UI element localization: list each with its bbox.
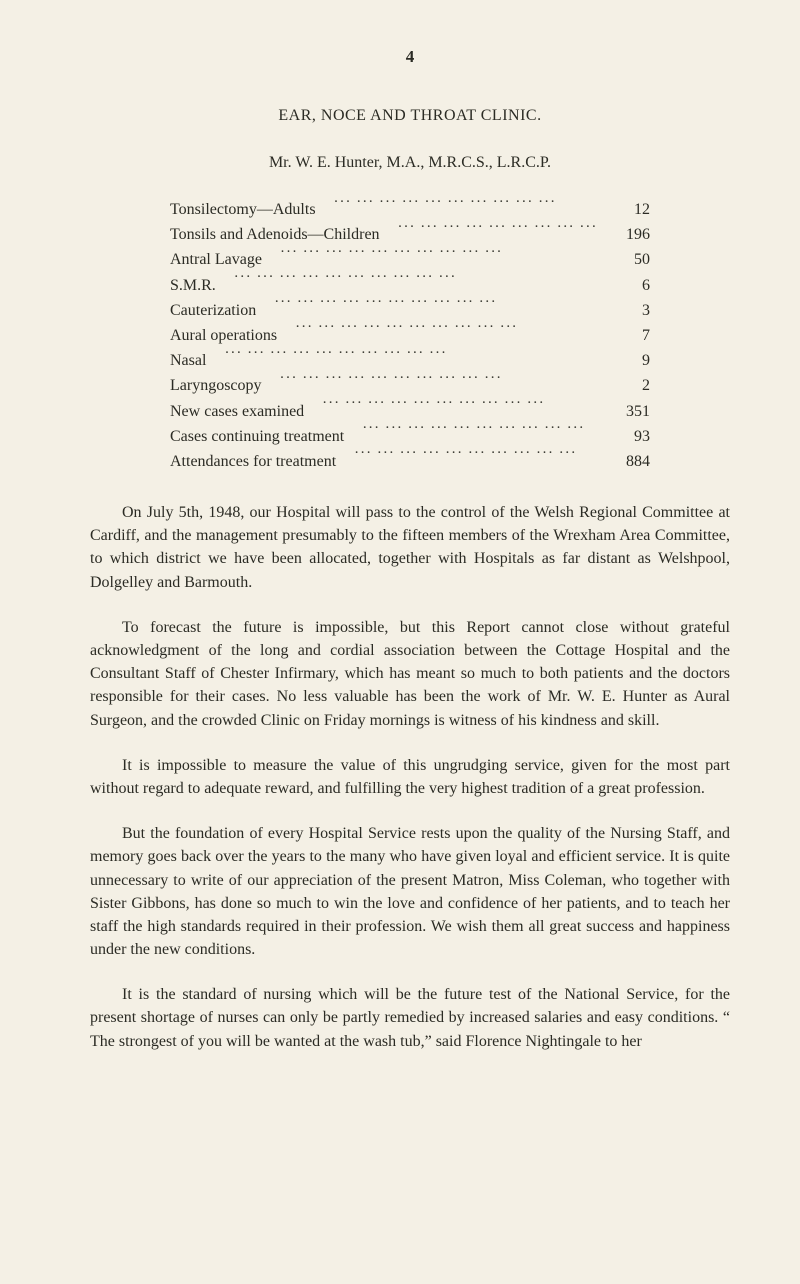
stat-value: 7 [602,324,650,347]
stat-label: Cases continuing treatment [170,425,344,448]
body-paragraph: It is impossible to measure the value of… [90,754,730,800]
table-row: Cases continuing treatment 93 [170,425,650,448]
author-subtitle: Mr. W. E. Hunter, M.A., M.R.C.S., L.R.C.… [90,151,730,174]
dot-leader [256,299,602,315]
dot-leader [262,374,602,390]
stat-value: 2 [602,374,650,397]
table-row: Tonsilectomy—Adults 12 [170,198,650,221]
stat-label: Nasal [170,349,206,372]
table-row: Tonsils and Adenoids—Children 196 [170,223,650,246]
dot-leader [216,274,602,290]
stat-value: 196 [602,223,650,246]
stat-label: Antral Lavage [170,248,262,271]
body-paragraph: To forecast the future is impossible, bu… [90,616,730,732]
stat-label: Tonsilectomy—Adults [170,198,316,221]
table-row: Cauterization 3 [170,299,650,322]
dot-leader [304,400,602,416]
dot-leader [206,349,602,365]
stat-label: Laryngoscopy [170,374,262,397]
stat-value: 351 [602,400,650,423]
stat-label: Cauterization [170,299,256,322]
table-row: Laryngoscopy 2 [170,374,650,397]
dot-leader [277,324,602,340]
stat-value: 9 [602,349,650,372]
stat-label: S.M.R. [170,274,216,297]
page: 4 EAR, NOCE AND THROAT CLINIC. Mr. W. E.… [0,0,800,1284]
dot-leader [344,425,602,441]
table-row: New cases examined 351 [170,400,650,423]
stat-value: 50 [602,248,650,271]
stat-label: Tonsils and Adenoids—Children [170,223,380,246]
stat-label: New cases examined [170,400,304,423]
dot-leader [336,450,602,466]
table-row: Nasal 9 [170,349,650,372]
stat-value: 6 [602,274,650,297]
table-row: Attendances for treatment 884 [170,450,650,473]
stat-label: Aural operations [170,324,277,347]
stat-value: 3 [602,299,650,322]
table-row: Aural operations 7 [170,324,650,347]
section-title: EAR, NOCE AND THROAT CLINIC. [90,104,730,127]
table-row: S.M.R. 6 [170,274,650,297]
dot-leader [316,198,602,214]
dot-leader [380,223,602,239]
stat-value: 884 [602,450,650,473]
body-paragraph: But the foundation of every Hospital Ser… [90,822,730,961]
dot-leader [262,248,602,264]
body-paragraph: It is the standard of nursing which will… [90,983,730,1053]
stat-value: 12 [602,198,650,221]
stat-label: Attendances for treatment [170,450,336,473]
table-row: Antral Lavage 50 [170,248,650,271]
stats-table: Tonsilectomy—Adults 12 Tonsils and Adeno… [170,198,650,473]
body-paragraph: On July 5th, 1948, our Hospital will pas… [90,501,730,594]
page-number: 4 [90,45,730,70]
stat-value: 93 [602,425,650,448]
